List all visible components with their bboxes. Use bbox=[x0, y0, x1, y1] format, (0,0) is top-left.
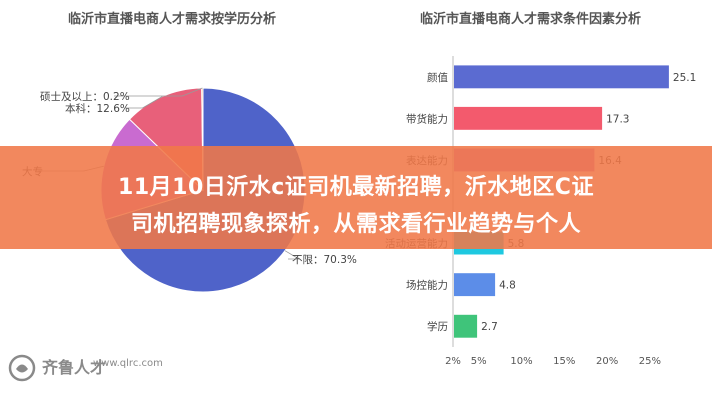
bar-category-label-1: 带货能力 bbox=[406, 112, 448, 125]
bar-x-tick-5: 25% bbox=[639, 356, 661, 367]
bar-6 bbox=[454, 314, 478, 338]
pie-label-2: 本科：12.6% bbox=[65, 102, 130, 115]
pie-chart-title: 临沂市直播电商人才需求按学历分析 bbox=[68, 12, 277, 27]
headline-line-1: 11月10日沂水c证司机最新招聘，沂水地区C证 bbox=[118, 175, 594, 200]
bar-value-label-0: 25.1 bbox=[673, 72, 696, 84]
bar-value-label-1: 17.3 bbox=[606, 113, 629, 125]
pie-label-0: 不限：70.3% bbox=[292, 254, 357, 266]
pie-label-3: 硕士及以上：0.2% bbox=[40, 90, 130, 103]
bar-x-tick-2: 10% bbox=[510, 356, 532, 367]
bar-category-label-0: 颜值 bbox=[427, 71, 448, 84]
pie-leader-0 bbox=[284, 250, 301, 260]
bar-1 bbox=[454, 106, 603, 130]
bar-category-label-6: 学历 bbox=[427, 320, 448, 333]
pie-leader-3 bbox=[114, 87, 203, 97]
site-logo[interactable]: 齐鲁人才 www.qlrc.com bbox=[6, 348, 166, 388]
headline-banner bbox=[0, 146, 712, 249]
bar-x-tick-1: 5% bbox=[471, 356, 487, 367]
logo-url: www.qlrc.com bbox=[93, 358, 163, 369]
bar-category-label-5: 场控能力 bbox=[406, 279, 448, 292]
logo-name: 齐鲁人才 bbox=[42, 358, 107, 377]
qilu-logo-icon bbox=[8, 354, 36, 382]
bar-0 bbox=[454, 65, 669, 89]
pie-leader-2 bbox=[124, 96, 163, 109]
bar-value-label-5: 4.8 bbox=[499, 280, 516, 292]
bar-value-label-6: 2.7 bbox=[481, 321, 498, 333]
bar-x-tick-0: 2% bbox=[445, 356, 461, 367]
bar-x-tick-4: 20% bbox=[596, 356, 618, 367]
headline-line-2: 司机招聘现象探析，从需求看行业趋势与个人 bbox=[130, 212, 581, 237]
bar-x-tick-3: 15% bbox=[553, 356, 575, 367]
bar-5 bbox=[454, 273, 496, 297]
bar-chart-title: 临沂市直播电商人才需求条件因素分析 bbox=[420, 12, 642, 27]
